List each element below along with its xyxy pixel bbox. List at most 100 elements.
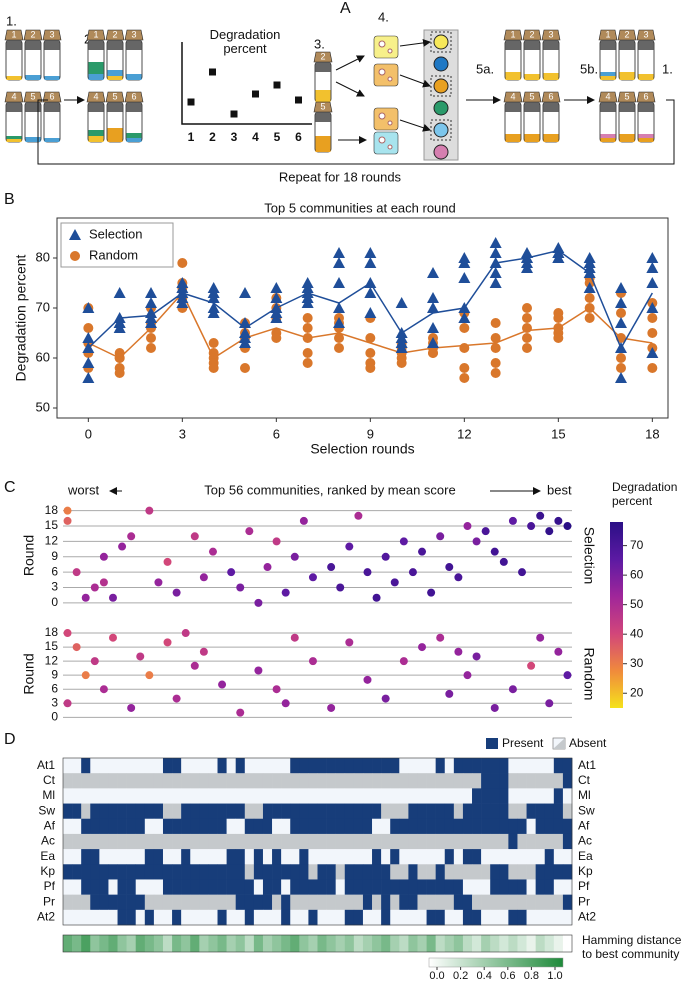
y-tick-label: 9 (51, 667, 58, 681)
tube-number: 3 (643, 29, 648, 39)
cell (281, 788, 291, 804)
tube-cap (522, 29, 542, 41)
cell (381, 803, 391, 820)
tube-top (505, 40, 521, 50)
cell (253, 803, 264, 820)
cell (72, 935, 82, 952)
cell (526, 788, 536, 804)
tube-top (524, 102, 540, 112)
cell (372, 803, 382, 820)
cell (126, 803, 137, 820)
cell (444, 773, 455, 789)
cell (235, 788, 246, 804)
cell (526, 849, 536, 865)
data-point (418, 547, 427, 556)
cell (444, 894, 455, 911)
cell (335, 879, 346, 895)
cell (326, 773, 336, 789)
tube-top (638, 102, 654, 112)
cell (290, 894, 300, 911)
cell (153, 849, 164, 865)
cell (353, 935, 364, 952)
tube-band (126, 138, 142, 142)
x-tick-label: 9 (367, 426, 374, 441)
cell (172, 833, 182, 850)
cell (508, 818, 518, 835)
row-label: Ct (43, 773, 56, 787)
cell (317, 864, 327, 880)
cell (490, 894, 500, 911)
tube-cap (522, 91, 542, 103)
row-label: Sw (578, 803, 595, 817)
tube-band (88, 74, 104, 80)
plot-axes (181, 42, 312, 125)
plot-square (209, 68, 216, 76)
data-point (365, 348, 376, 358)
cell (362, 894, 373, 911)
tube-cap (313, 51, 333, 63)
cell (362, 935, 373, 952)
cell (435, 864, 446, 880)
cell (444, 879, 455, 895)
data-point (428, 348, 438, 358)
cell (299, 935, 309, 952)
data-point (99, 685, 108, 694)
tube-number: 3 (49, 29, 54, 39)
cell (317, 849, 327, 865)
cell (553, 773, 564, 789)
cell (299, 909, 309, 926)
cell (317, 833, 327, 850)
cell (544, 773, 555, 789)
cell (217, 803, 227, 820)
cell (81, 894, 91, 911)
arrow (335, 81, 365, 97)
data-point (254, 666, 263, 675)
cell (63, 894, 73, 911)
cell (144, 818, 155, 835)
cell (535, 849, 546, 865)
tube-band (638, 74, 654, 80)
data-point (63, 629, 72, 638)
cell (144, 773, 155, 789)
data-point (615, 317, 627, 328)
cell (472, 879, 482, 895)
cell (426, 788, 436, 804)
cell (126, 818, 137, 835)
data-point (270, 312, 283, 323)
data-point (459, 373, 470, 383)
cell (453, 773, 464, 789)
cell (126, 879, 137, 895)
data-point (616, 363, 626, 373)
data-point (427, 337, 439, 348)
data-point (127, 532, 136, 541)
data-point (395, 297, 408, 308)
data-point (82, 372, 95, 383)
data-point (408, 568, 417, 577)
cell (126, 849, 137, 865)
cell (253, 833, 264, 850)
cell (199, 758, 209, 774)
cell (72, 879, 82, 895)
tube-number: 2 (529, 29, 534, 39)
cell (153, 803, 164, 820)
cell (63, 818, 73, 835)
cell (199, 818, 209, 835)
plot-square (230, 110, 238, 118)
data-point (270, 282, 283, 293)
data-point (490, 343, 501, 353)
colorbar-tick-label: 20 (630, 685, 644, 699)
cell (217, 864, 227, 880)
selected-box (430, 31, 452, 53)
cell (390, 849, 400, 865)
data-point (490, 368, 501, 378)
cell (144, 909, 155, 926)
cell (535, 803, 546, 820)
cell (326, 788, 336, 804)
cell (181, 849, 191, 865)
data-point (390, 578, 399, 587)
cell (117, 803, 127, 820)
cell (72, 818, 82, 835)
cell (399, 788, 409, 804)
cell (90, 879, 100, 895)
data-point (177, 258, 188, 268)
